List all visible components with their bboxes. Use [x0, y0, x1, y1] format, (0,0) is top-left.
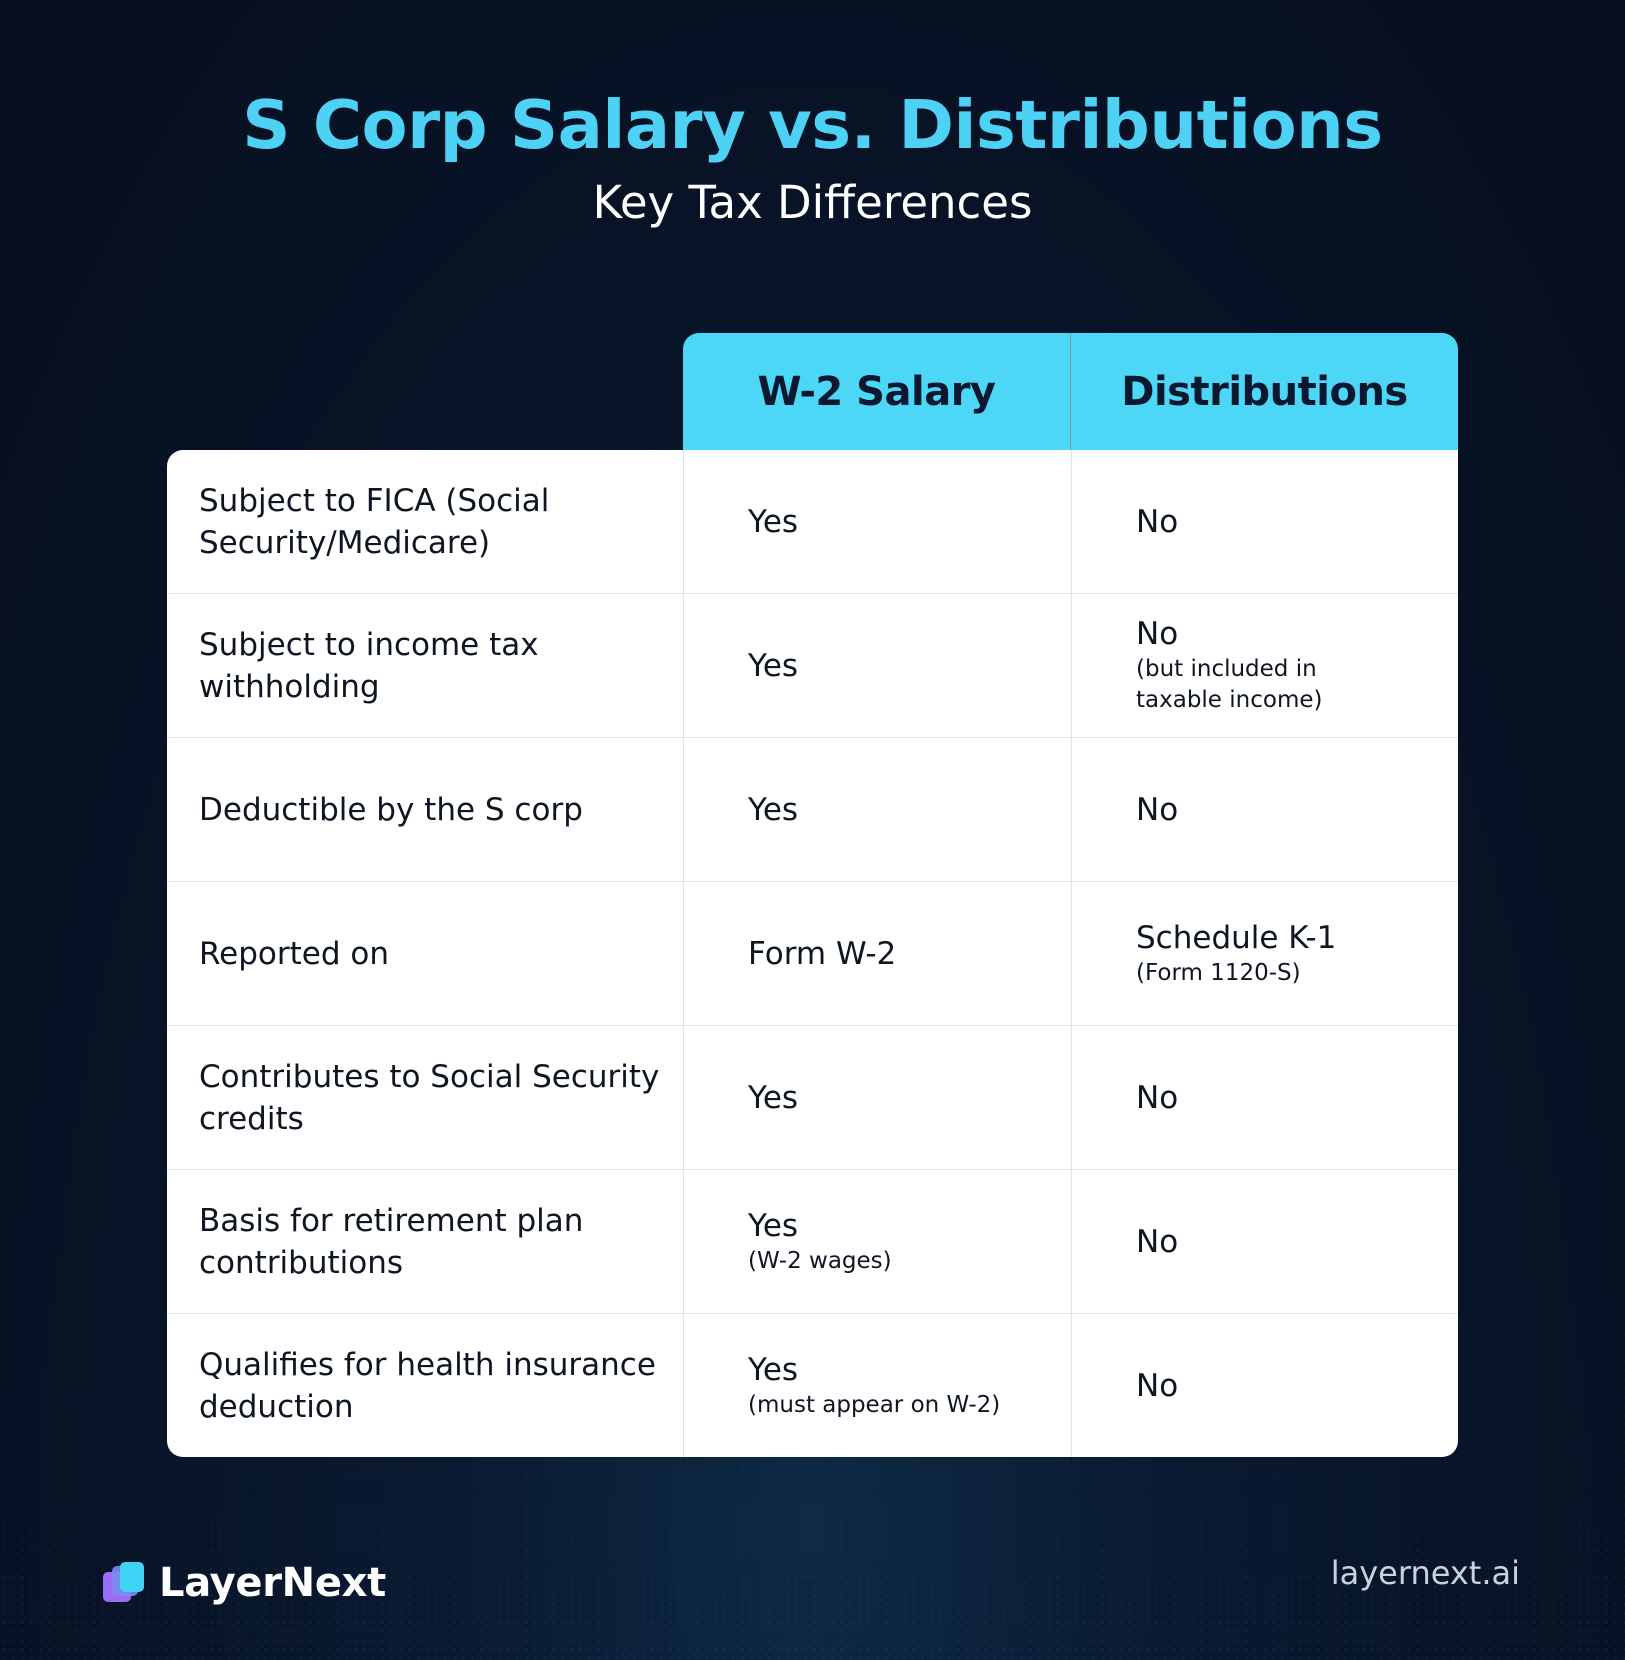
- salary-value: Yes: [748, 1207, 799, 1244]
- salary-value: Yes: [748, 1079, 799, 1116]
- distribution-value: No: [1136, 791, 1179, 828]
- salary-cell: Yes: [683, 1026, 1071, 1169]
- distribution-value: No: [1136, 503, 1179, 540]
- row-label: Subject to FICA (Social Security/Medicar…: [199, 482, 550, 561]
- column-header-distributions: Distributions: [1071, 333, 1458, 450]
- distribution-value: Schedule K-1: [1136, 919, 1337, 956]
- salary-cell: Yes: [683, 738, 1071, 881]
- stacked-layers-icon: [103, 1562, 145, 1604]
- row-label: Subject to income tax withholding: [199, 626, 539, 705]
- salary-cell: Yes (must appear on W-2): [683, 1314, 1071, 1457]
- salary-cell: Yes (W-2 wages): [683, 1170, 1071, 1313]
- distribution-cell: No: [1071, 1026, 1458, 1169]
- header-divider: [1070, 333, 1071, 450]
- row-label: Deductible by the S corp: [199, 791, 583, 828]
- salary-value: Form W-2: [748, 935, 897, 972]
- salary-value: Yes: [748, 1351, 799, 1388]
- page-subtitle: Key Tax Differences: [592, 176, 1033, 229]
- salary-cell: Yes: [683, 450, 1071, 593]
- table-row: Deductible by the S corp Yes No: [167, 738, 1458, 882]
- distribution-value: No: [1136, 616, 1179, 652]
- distribution-cell: No: [1071, 450, 1458, 593]
- table-row: Subject to income tax withholding Yes No…: [167, 594, 1458, 738]
- row-label: Reported on: [199, 935, 389, 972]
- distribution-cell: No: [1071, 738, 1458, 881]
- table-row: Contributes to Social Security credits Y…: [167, 1026, 1458, 1170]
- salary-value: Yes: [748, 647, 799, 684]
- distribution-value: No: [1136, 1223, 1179, 1260]
- table-row: Qualifies for health insurance deduction…: [167, 1314, 1458, 1457]
- row-label: Qualifies for health insurance deduction: [199, 1346, 656, 1425]
- distribution-cell: No (but included in taxable income): [1071, 594, 1458, 737]
- distribution-cell: No: [1071, 1170, 1458, 1313]
- distribution-cell: Schedule K-1 (Form 1120-S): [1071, 882, 1458, 1025]
- brand-name: LayerNext: [159, 1560, 387, 1606]
- salary-note: (must appear on W-2): [748, 1391, 1001, 1418]
- row-label: Basis for retirement plan contributions: [199, 1202, 584, 1281]
- table-row: Basis for retirement plan contributions …: [167, 1170, 1458, 1314]
- comparison-table: Subject to FICA (Social Security/Medicar…: [167, 450, 1458, 1457]
- table-row: Reported on Form W-2 Schedule K-1 (Form …: [167, 882, 1458, 1026]
- brand-logo[interactable]: LayerNext: [103, 1560, 386, 1606]
- table-row: Subject to FICA (Social Security/Medicar…: [167, 450, 1458, 594]
- row-label: Contributes to Social Security credits: [199, 1058, 660, 1137]
- website-link[interactable]: layernext.ai: [1330, 1554, 1520, 1592]
- salary-value: Yes: [748, 503, 799, 540]
- column-header-salary: W-2 Salary: [683, 333, 1070, 450]
- salary-cell: Yes: [683, 594, 1071, 737]
- page-title: S Corp Salary vs. Distributions: [242, 86, 1383, 164]
- distribution-value: No: [1136, 1079, 1179, 1116]
- salary-note: (W-2 wages): [748, 1247, 892, 1274]
- distribution-value: No: [1136, 1367, 1179, 1404]
- salary-value: Yes: [748, 791, 799, 828]
- distribution-cell: No: [1071, 1314, 1458, 1457]
- salary-cell: Form W-2: [683, 882, 1071, 1025]
- distribution-note: (Form 1120-S): [1136, 959, 1301, 986]
- distribution-note: (but included in taxable income): [1136, 656, 1323, 713]
